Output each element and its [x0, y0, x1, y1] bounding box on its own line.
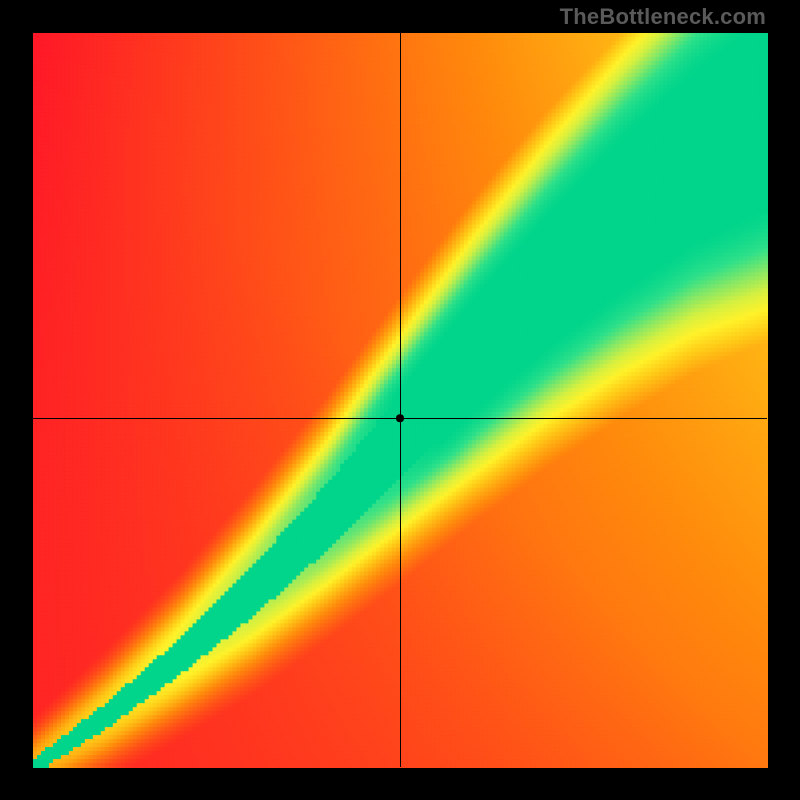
attribution-label: TheBottleneck.com — [560, 4, 766, 30]
bottleneck-heatmap-canvas — [0, 0, 800, 800]
chart-frame: TheBottleneck.com — [0, 0, 800, 800]
